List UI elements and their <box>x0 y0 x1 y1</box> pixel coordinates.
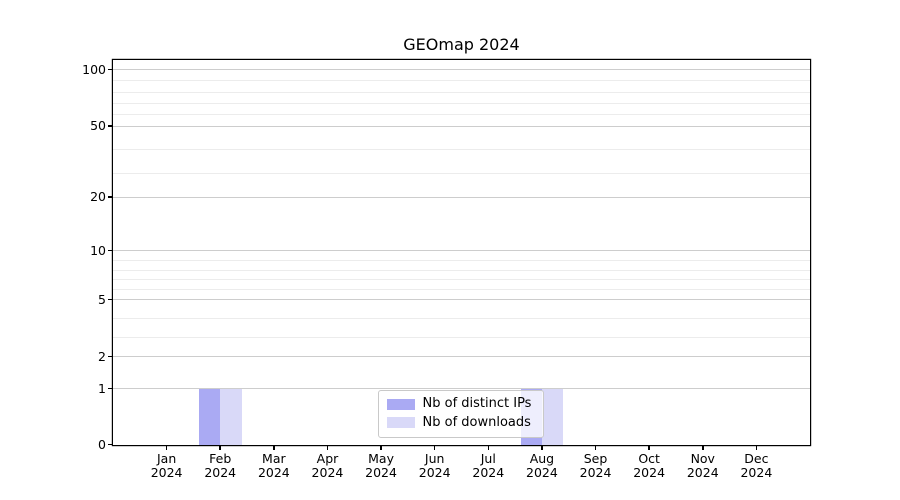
x-tick-label: Jan 2024 <box>150 450 183 480</box>
gridline-minor <box>113 149 810 151</box>
gridline-major <box>113 356 810 357</box>
gridline-minor <box>113 80 810 82</box>
legend-swatch-downloads <box>386 417 415 429</box>
y-tick-label: 2 <box>98 348 106 364</box>
gridline-minor <box>113 337 810 338</box>
x-tick-label: Nov 2024 <box>686 450 719 480</box>
y-tick-label: 50 <box>90 118 106 133</box>
y-tick <box>107 443 112 446</box>
x-tick <box>219 445 221 450</box>
chart-title: GEOmap 2024 <box>403 35 520 54</box>
y-tick-label: 5 <box>98 291 106 307</box>
gridline-minor <box>113 269 810 271</box>
legend-swatch-distinct-ips <box>386 398 415 410</box>
x-tick <box>541 445 543 450</box>
y-tick <box>107 355 112 358</box>
gridline-minor <box>113 91 810 93</box>
gridline-major <box>113 250 810 251</box>
x-tick-label: Mar 2024 <box>257 450 290 480</box>
x-tick <box>273 445 275 450</box>
x-tick-label: Aug 2024 <box>526 450 558 480</box>
gridline-major <box>113 125 810 127</box>
x-tick-label: Sep 2024 <box>579 450 612 480</box>
y-tick-label: 0 <box>98 436 106 452</box>
x-tick-label: Feb 2024 <box>204 450 237 480</box>
y-tick <box>107 68 112 71</box>
gridline-minor <box>113 318 810 319</box>
x-tick <box>165 445 168 450</box>
gridline-minor <box>113 102 810 104</box>
y-tick <box>107 196 112 198</box>
x-tick <box>380 445 382 450</box>
bar-downloads <box>220 388 242 445</box>
gridline-major <box>113 299 810 300</box>
x-tick-label: Apr 2024 <box>311 450 344 480</box>
gridline-minor <box>113 114 810 116</box>
y-tick-label: 100 <box>82 61 106 77</box>
x-tick-label: Dec 2024 <box>740 450 773 480</box>
x-tick-label: Oct 2024 <box>633 450 666 480</box>
legend-item-downloads: Nb of downloads <box>386 414 535 431</box>
y-tick-label: 1 <box>98 380 106 396</box>
legend-label-distinct-ips: Nb of distinct IPs <box>422 396 532 412</box>
gridline-minor <box>113 259 810 261</box>
x-tick <box>487 445 490 450</box>
gridline-major <box>113 388 810 389</box>
y-tick-label: 20 <box>90 189 106 204</box>
bar-distinct-ips <box>198 388 221 445</box>
y-tick <box>107 125 112 127</box>
x-tick <box>594 445 597 450</box>
y-tick <box>107 249 112 252</box>
gridline-minor <box>113 279 810 281</box>
y-tick <box>107 298 112 301</box>
x-tick <box>648 445 650 450</box>
y-tick <box>107 387 112 390</box>
bar-downloads <box>541 388 564 445</box>
legend-item-distinct-ips: Nb of distinct IPs <box>386 396 535 412</box>
legend-label-downloads: Nb of downloads <box>422 414 531 430</box>
gridline-major <box>113 69 810 70</box>
x-tick-label: Jun 2024 <box>418 450 451 480</box>
gridline-minor <box>113 289 810 291</box>
x-tick-label: Jul 2024 <box>472 450 505 480</box>
x-tick <box>755 445 758 450</box>
x-tick <box>433 445 436 450</box>
gridline-major <box>113 196 810 198</box>
legend: Nb of distinct IPs Nb of downloads <box>377 389 544 438</box>
y-tick-label: 10 <box>90 242 106 258</box>
gridline-minor <box>113 172 810 174</box>
x-tick <box>702 445 704 450</box>
x-tick-label: May 2024 <box>365 450 397 480</box>
plot-area <box>113 59 810 445</box>
x-tick <box>326 445 329 450</box>
